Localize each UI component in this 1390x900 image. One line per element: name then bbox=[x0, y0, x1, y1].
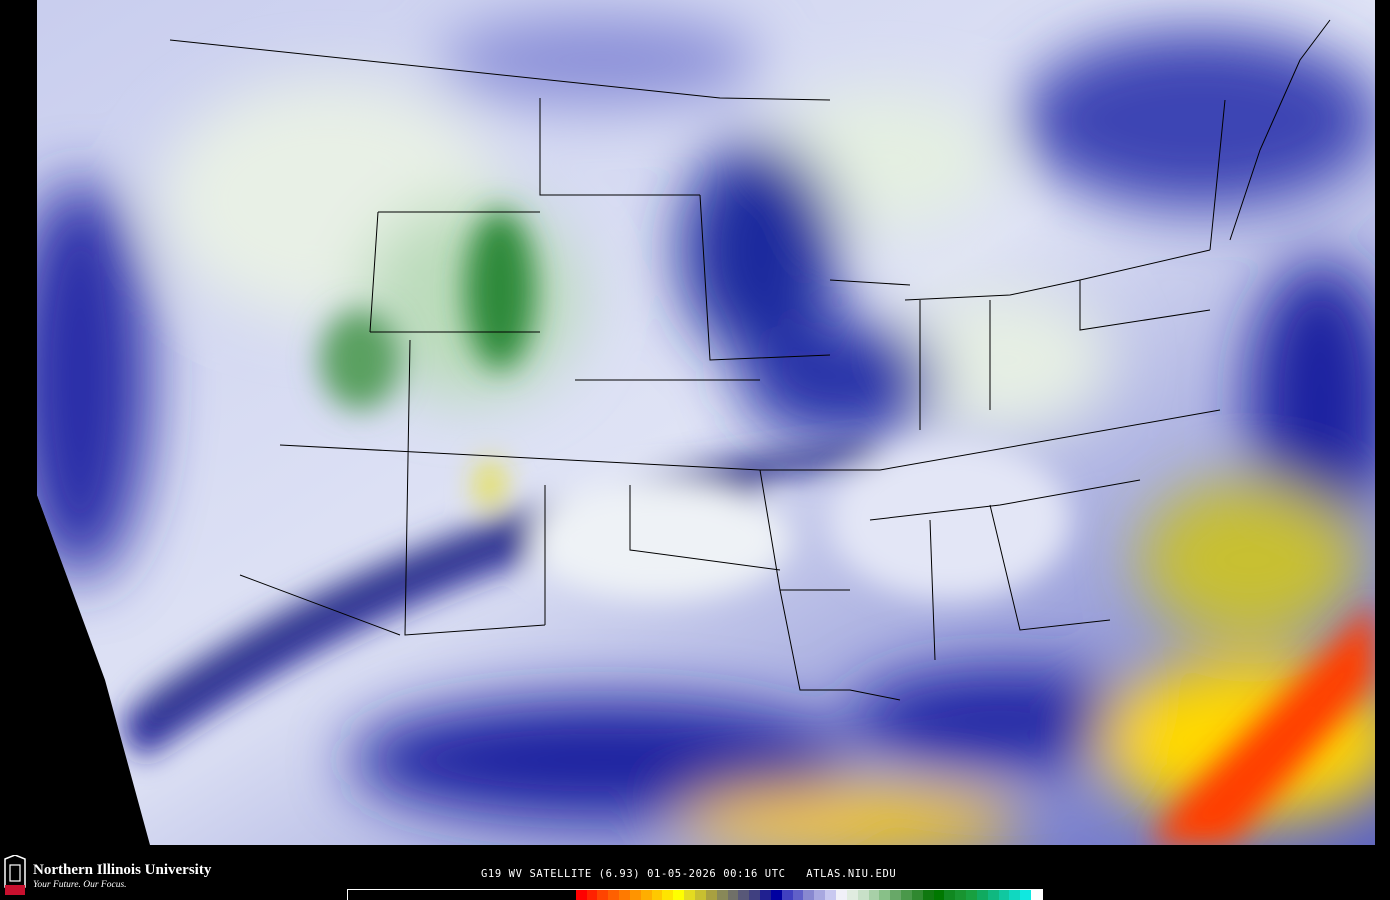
color-scale-swatch bbox=[684, 890, 695, 900]
color-scale-swatch bbox=[727, 890, 739, 900]
color-scale-swatch bbox=[608, 890, 620, 900]
color-scale-swatch bbox=[510, 890, 522, 900]
color-scale-swatch bbox=[933, 890, 945, 900]
color-scale-bar bbox=[347, 889, 1043, 900]
color-scale-swatch bbox=[781, 890, 793, 900]
color-scale-swatch bbox=[662, 890, 674, 900]
color-scale-swatch bbox=[575, 890, 587, 900]
color-scale-swatch bbox=[857, 890, 869, 900]
color-scale-swatch bbox=[488, 890, 500, 900]
color-scale-swatch bbox=[770, 890, 782, 900]
university-name: Northern Illinois University bbox=[33, 862, 212, 878]
color-scale-swatch bbox=[944, 890, 956, 900]
color-scale-swatch bbox=[901, 890, 912, 900]
color-scale-swatch bbox=[705, 890, 717, 900]
color-scale-swatch bbox=[1031, 890, 1042, 900]
color-scale-swatch bbox=[1009, 890, 1021, 900]
color-scale-swatch bbox=[976, 890, 988, 900]
color-scale-swatch bbox=[966, 890, 977, 900]
color-scale-swatch bbox=[586, 890, 598, 900]
satellite-map bbox=[37, 0, 1375, 845]
color-scale-swatch bbox=[738, 890, 750, 900]
color-scale-swatch bbox=[955, 890, 967, 900]
color-scale-swatch bbox=[651, 890, 663, 900]
color-scale-swatch bbox=[1020, 890, 1032, 900]
color-scale-swatch bbox=[348, 890, 359, 900]
color-scale-swatch bbox=[803, 890, 815, 900]
state-borders bbox=[169, 19, 1331, 701]
color-scale-swatch bbox=[467, 890, 479, 900]
image-caption: G19 WV SATELLITE (6.93) 01-05-2026 00:16… bbox=[481, 868, 897, 880]
university-tagline: Your Future. Our Focus. bbox=[33, 880, 127, 890]
color-scale-swatch bbox=[825, 890, 836, 900]
color-scale-swatch bbox=[749, 890, 761, 900]
color-scale-swatch bbox=[835, 890, 847, 900]
color-scale-swatch bbox=[998, 890, 1010, 900]
color-scale-swatch bbox=[597, 890, 609, 900]
water-vapor-field bbox=[37, 0, 1375, 845]
color-scale-swatch bbox=[358, 890, 370, 900]
color-scale-swatch bbox=[987, 890, 999, 900]
color-scale-swatch bbox=[890, 890, 902, 900]
color-scale-swatch bbox=[456, 890, 468, 900]
color-scale-swatch bbox=[521, 890, 533, 900]
color-scale-swatch bbox=[716, 890, 728, 900]
color-scale-swatch bbox=[402, 890, 414, 900]
color-scale-swatch bbox=[619, 890, 630, 900]
color-scale-swatch bbox=[478, 890, 489, 900]
color-scale-swatch bbox=[629, 890, 641, 900]
color-scale-swatch bbox=[640, 890, 652, 900]
color-scale-swatch bbox=[423, 890, 435, 900]
color-scale-swatch bbox=[380, 890, 392, 900]
color-scale-swatch bbox=[391, 890, 403, 900]
color-scale-swatch bbox=[814, 890, 826, 900]
color-scale-swatch bbox=[434, 890, 446, 900]
color-scale-swatch bbox=[532, 890, 544, 900]
color-scale-swatch bbox=[695, 890, 706, 900]
color-scale-swatch bbox=[792, 890, 804, 900]
niu-logo bbox=[4, 855, 26, 895]
color-scale-swatch bbox=[911, 890, 923, 900]
color-scale-swatch bbox=[499, 890, 511, 900]
color-scale-swatch bbox=[922, 890, 934, 900]
color-scale-swatch bbox=[413, 890, 424, 900]
color-scale-swatch bbox=[760, 890, 771, 900]
color-scale-swatch bbox=[564, 890, 576, 900]
color-scale-swatch bbox=[369, 890, 381, 900]
color-scale-swatch bbox=[445, 890, 457, 900]
color-scale-swatch bbox=[673, 890, 685, 900]
color-scale-swatch bbox=[879, 890, 891, 900]
color-scale-swatch bbox=[543, 890, 555, 900]
color-scale-swatch bbox=[554, 890, 565, 900]
color-scale-swatch bbox=[846, 890, 858, 900]
color-scale-swatch bbox=[868, 890, 880, 900]
